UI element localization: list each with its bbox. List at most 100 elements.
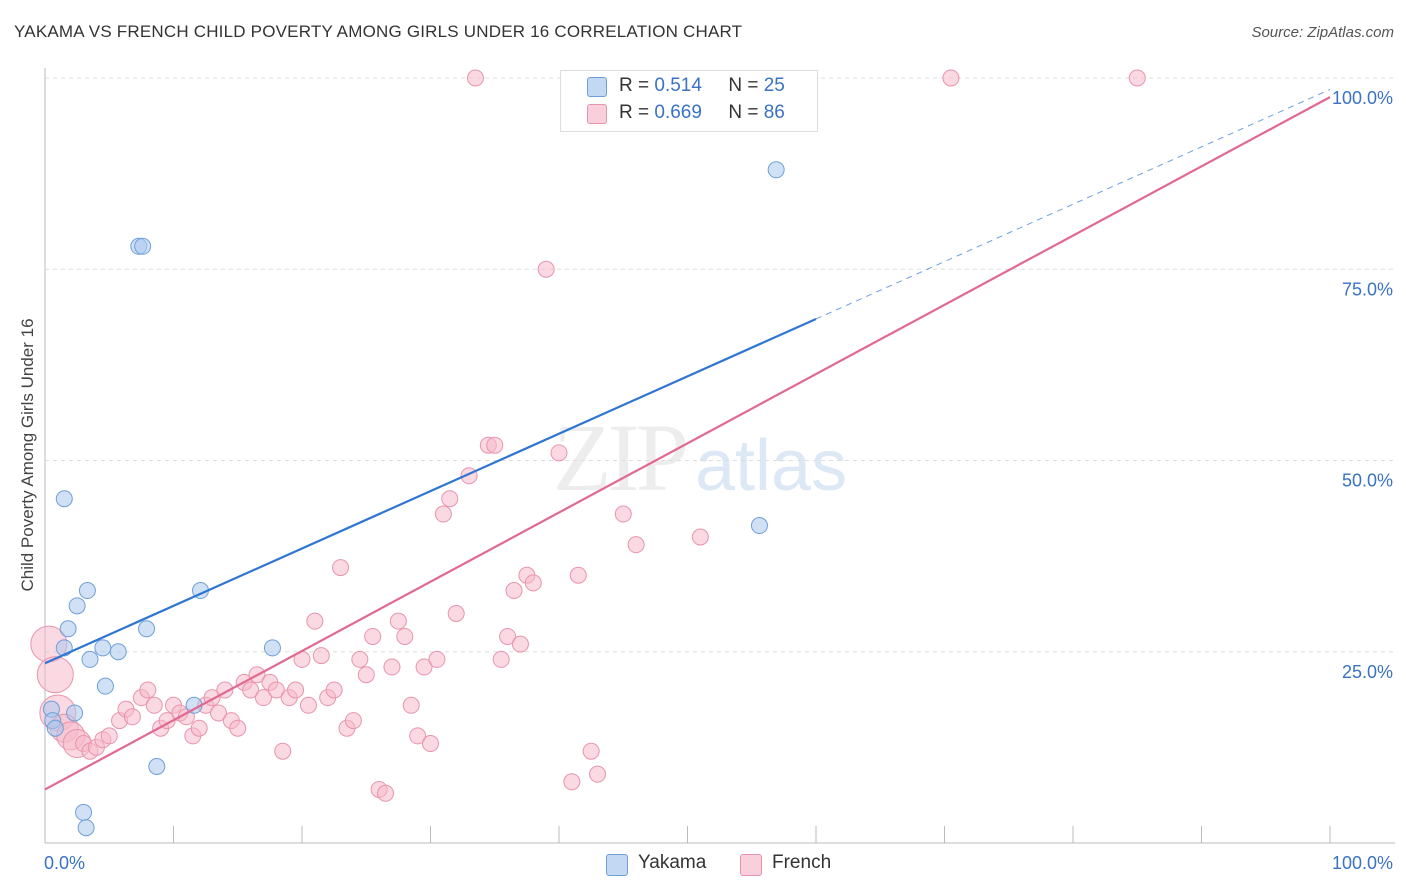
yakama-point: [750, 517, 768, 535]
yakama-point: [78, 582, 96, 600]
yakama-point: [767, 161, 785, 179]
french-point: [582, 742, 600, 760]
tick-label-layer: 25.0% 50.0% 75.0% 100.0% 0.0% 100.0%: [44, 88, 1393, 873]
french-point: [422, 735, 439, 753]
french-n-value: 86: [763, 102, 785, 123]
french-point: [1128, 69, 1146, 87]
french-point: [287, 681, 305, 699]
yakama-point: [96, 677, 114, 695]
yakama-point: [138, 620, 156, 638]
french-point: [254, 689, 272, 707]
y-tick-label: 75.0%: [1342, 279, 1393, 299]
french-legend-swatch: [740, 854, 762, 876]
yakama-n-label: N =: [728, 75, 759, 96]
yakama-point: [55, 490, 73, 508]
french-point: [312, 647, 330, 665]
french-r-value: 0.669: [654, 102, 702, 123]
y-tick-label: 50.0%: [1342, 471, 1393, 491]
french-point: [351, 650, 369, 668]
yakama-points: [42, 161, 785, 837]
yakama-legend-swatch: [606, 854, 628, 876]
french-point: [563, 773, 581, 791]
french-point: [537, 260, 555, 278]
chart-title: YAKAMA VS FRENCH CHILD POVERTY AMONG GIR…: [14, 22, 743, 41]
y-tick-label: 100.0%: [1332, 88, 1393, 108]
yakama-trend-extension: [815, 89, 1331, 320]
french-point: [389, 612, 407, 630]
french-points: [30, 69, 1146, 802]
source-credit: Source: ZipAtlas.com: [1251, 24, 1394, 41]
french-point: [325, 681, 343, 699]
x-tick-label-min: 0.0%: [44, 853, 85, 873]
yakama-point: [94, 639, 112, 657]
watermark-atlas: atlas: [695, 426, 848, 506]
french-point: [434, 505, 452, 523]
axis-layer: [44, 68, 1395, 844]
french-point: [524, 574, 542, 592]
french-point: [505, 582, 523, 600]
watermark-zip: ZIP: [553, 404, 689, 511]
french-point: [229, 719, 247, 737]
french-point: [486, 436, 504, 454]
french-point: [145, 696, 163, 714]
x-tick-label-max: 100.0%: [1332, 853, 1393, 873]
yakama-point: [66, 704, 84, 722]
french-point: [377, 784, 395, 802]
yakama-trend-line: [44, 317, 817, 665]
french-point: [357, 666, 375, 684]
french-point: [569, 566, 587, 584]
watermark: ZIP atlas: [553, 402, 847, 513]
french-point: [383, 658, 401, 676]
french-point: [306, 612, 324, 630]
yakama-point: [263, 639, 281, 657]
french-point: [267, 681, 285, 699]
french-point: [466, 69, 484, 87]
french-swatch: [587, 104, 607, 124]
french-point: [499, 627, 517, 645]
french-point: [209, 704, 227, 722]
french-point: [550, 444, 568, 462]
yakama-point: [46, 719, 64, 737]
french-point: [409, 727, 427, 745]
french-point: [428, 650, 446, 668]
yakama-legend-label: Yakama: [638, 852, 707, 873]
french-point: [299, 696, 317, 714]
french-point: [614, 505, 632, 523]
french-point: [441, 490, 459, 508]
yakama-point: [59, 620, 77, 638]
french-point: [589, 765, 607, 783]
y-axis-label: Child Poverty Among Girls Under 16: [18, 318, 37, 592]
french-point: [942, 69, 960, 87]
yakama-point: [81, 650, 99, 668]
yakama-point: [134, 237, 152, 255]
french-point: [691, 528, 709, 546]
french-point: [364, 627, 382, 645]
french-point: [242, 681, 260, 699]
french-point: [36, 656, 74, 694]
y-tick-label: 25.0%: [1342, 662, 1393, 682]
french-legend-label: French: [772, 852, 832, 873]
yakama-swatch: [587, 77, 607, 97]
french-r-label: R =: [619, 102, 650, 123]
french-point: [332, 559, 350, 577]
french-point: [274, 742, 292, 760]
yakama-point: [75, 803, 93, 821]
yakama-point: [148, 758, 166, 775]
yakama-r-value: 0.514: [654, 75, 702, 96]
yakama-point: [68, 597, 86, 615]
trend-layer: [44, 89, 1331, 791]
french-point: [492, 650, 510, 668]
french-n-label: N =: [728, 102, 759, 123]
french-point: [511, 635, 529, 653]
french-point: [139, 681, 157, 699]
french-point: [402, 696, 420, 714]
yakama-point: [77, 819, 95, 837]
french-point: [100, 727, 118, 745]
yakama-n-value: 25: [763, 75, 785, 96]
french-point: [344, 712, 362, 730]
french-trend-line: [44, 96, 1331, 791]
french-point: [190, 719, 208, 737]
yakama-point: [109, 643, 127, 661]
french-point: [396, 627, 414, 645]
